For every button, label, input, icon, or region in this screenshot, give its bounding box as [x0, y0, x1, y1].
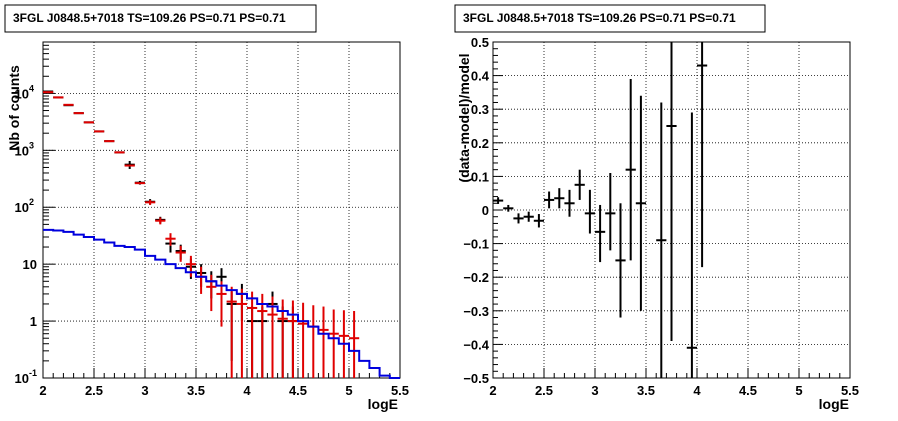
data-point — [328, 309, 339, 378]
model-step-line — [43, 228, 400, 379]
data-point — [533, 214, 544, 228]
data-point — [298, 302, 309, 378]
data-point — [236, 288, 247, 378]
data-point — [503, 204, 514, 212]
x-axis-label: logE — [368, 396, 398, 412]
x-tick-label: 4.5 — [289, 383, 307, 398]
y-tick-exponent: -1 — [29, 368, 37, 378]
x-tick-label: 3 — [141, 383, 148, 398]
y-tick-label: 10 — [15, 371, 29, 386]
series-1 — [43, 91, 360, 378]
y-tick-label: −0.3 — [463, 304, 489, 319]
y-tick-exponent: 3 — [29, 140, 34, 150]
data-point — [625, 78, 636, 261]
y-tick-label: −0.4 — [463, 337, 489, 352]
data-point — [595, 204, 606, 263]
x-tick-label: 5.5 — [391, 383, 409, 398]
x-tick-label: 5 — [795, 383, 802, 398]
data-point — [257, 293, 268, 378]
data-point — [523, 211, 534, 222]
y-tick-label: 10 — [15, 143, 29, 158]
data-point — [584, 189, 595, 234]
data-point — [267, 296, 278, 378]
data-point — [175, 245, 186, 262]
data-point — [574, 169, 585, 200]
data-point — [656, 102, 667, 378]
data-point — [493, 197, 504, 204]
x-tick-label: 4.5 — [739, 383, 757, 398]
data-point — [206, 274, 217, 312]
y-tick-label: 10 — [15, 86, 29, 101]
data-point — [349, 311, 360, 378]
y-tick-label: 1 — [30, 314, 37, 329]
data-point — [697, 42, 708, 268]
data-point — [318, 306, 329, 378]
data-point — [686, 112, 697, 378]
data-point — [155, 217, 166, 225]
series-0 — [493, 42, 708, 378]
counts-panel: 3FGL J0848.5+7018 TS=109.26 PS=0.71 PS=0… — [4, 4, 409, 412]
data-point — [554, 188, 565, 209]
x-tick-label: 3 — [591, 383, 598, 398]
data-point — [145, 200, 156, 205]
x-tick-label: 2 — [39, 383, 46, 398]
plot-frame — [42, 41, 401, 379]
y-tick-label: 0.2 — [471, 136, 489, 151]
x-tick-label: 4 — [243, 383, 251, 398]
y-tick-label: 0.4 — [471, 69, 490, 84]
x-tick-label: 2 — [489, 383, 496, 398]
x-axis-label: logE — [819, 396, 849, 412]
title-box — [454, 4, 766, 33]
data-point — [605, 173, 616, 251]
y-tick-label: 0 — [482, 203, 489, 218]
y-tick-label: 0.1 — [471, 169, 489, 184]
chart-title: 3FGL J0848.5+7018 TS=109.26 PS=0.71 PS=0… — [13, 11, 286, 25]
data-point — [247, 291, 258, 378]
data-point — [196, 266, 207, 294]
residuals-panel: 3FGL J0848.5+7018 TS=109.26 PS=0.71 PS=0… — [454, 4, 859, 412]
data-point — [216, 281, 227, 327]
y-tick-label: 10 — [15, 200, 29, 215]
x-tick-label: 3.5 — [187, 383, 205, 398]
data-point — [635, 95, 646, 311]
x-tick-label: 2.5 — [535, 383, 553, 398]
x-tick-label: 5 — [345, 383, 352, 398]
data-point — [308, 305, 319, 378]
x-tick-label: 4 — [693, 383, 701, 398]
data-point — [544, 191, 555, 209]
y-tick-label: 0.3 — [471, 102, 489, 117]
series-2 — [43, 228, 400, 379]
data-point — [564, 189, 575, 217]
y-tick-label: −0.1 — [463, 237, 489, 252]
data-point — [165, 233, 176, 246]
data-point — [287, 300, 298, 378]
data-point — [666, 42, 677, 342]
y-tick-exponent: 2 — [29, 197, 34, 207]
data-point — [513, 213, 524, 224]
x-tick-label: 5.5 — [841, 383, 859, 398]
y-tick-label: 10 — [23, 257, 37, 272]
chart-title: 3FGL J0848.5+7018 TS=109.26 PS=0.71 PS=0… — [463, 11, 736, 25]
x-tick-label: 2.5 — [85, 383, 103, 398]
data-point — [185, 255, 196, 277]
data-point — [226, 286, 237, 378]
title-box — [4, 4, 317, 33]
y-tick-label: 0.5 — [471, 35, 489, 50]
y-tick-label: −0.5 — [463, 371, 489, 386]
y-tick-label: −0.2 — [463, 270, 489, 285]
data-point — [615, 203, 626, 318]
data-point — [277, 299, 288, 378]
y-tick-exponent: 4 — [29, 83, 34, 93]
y-axis-label: (data-model)/model — [456, 53, 472, 182]
x-tick-label: 3.5 — [637, 383, 655, 398]
y-axis-label: Nb of counts — [6, 65, 22, 151]
